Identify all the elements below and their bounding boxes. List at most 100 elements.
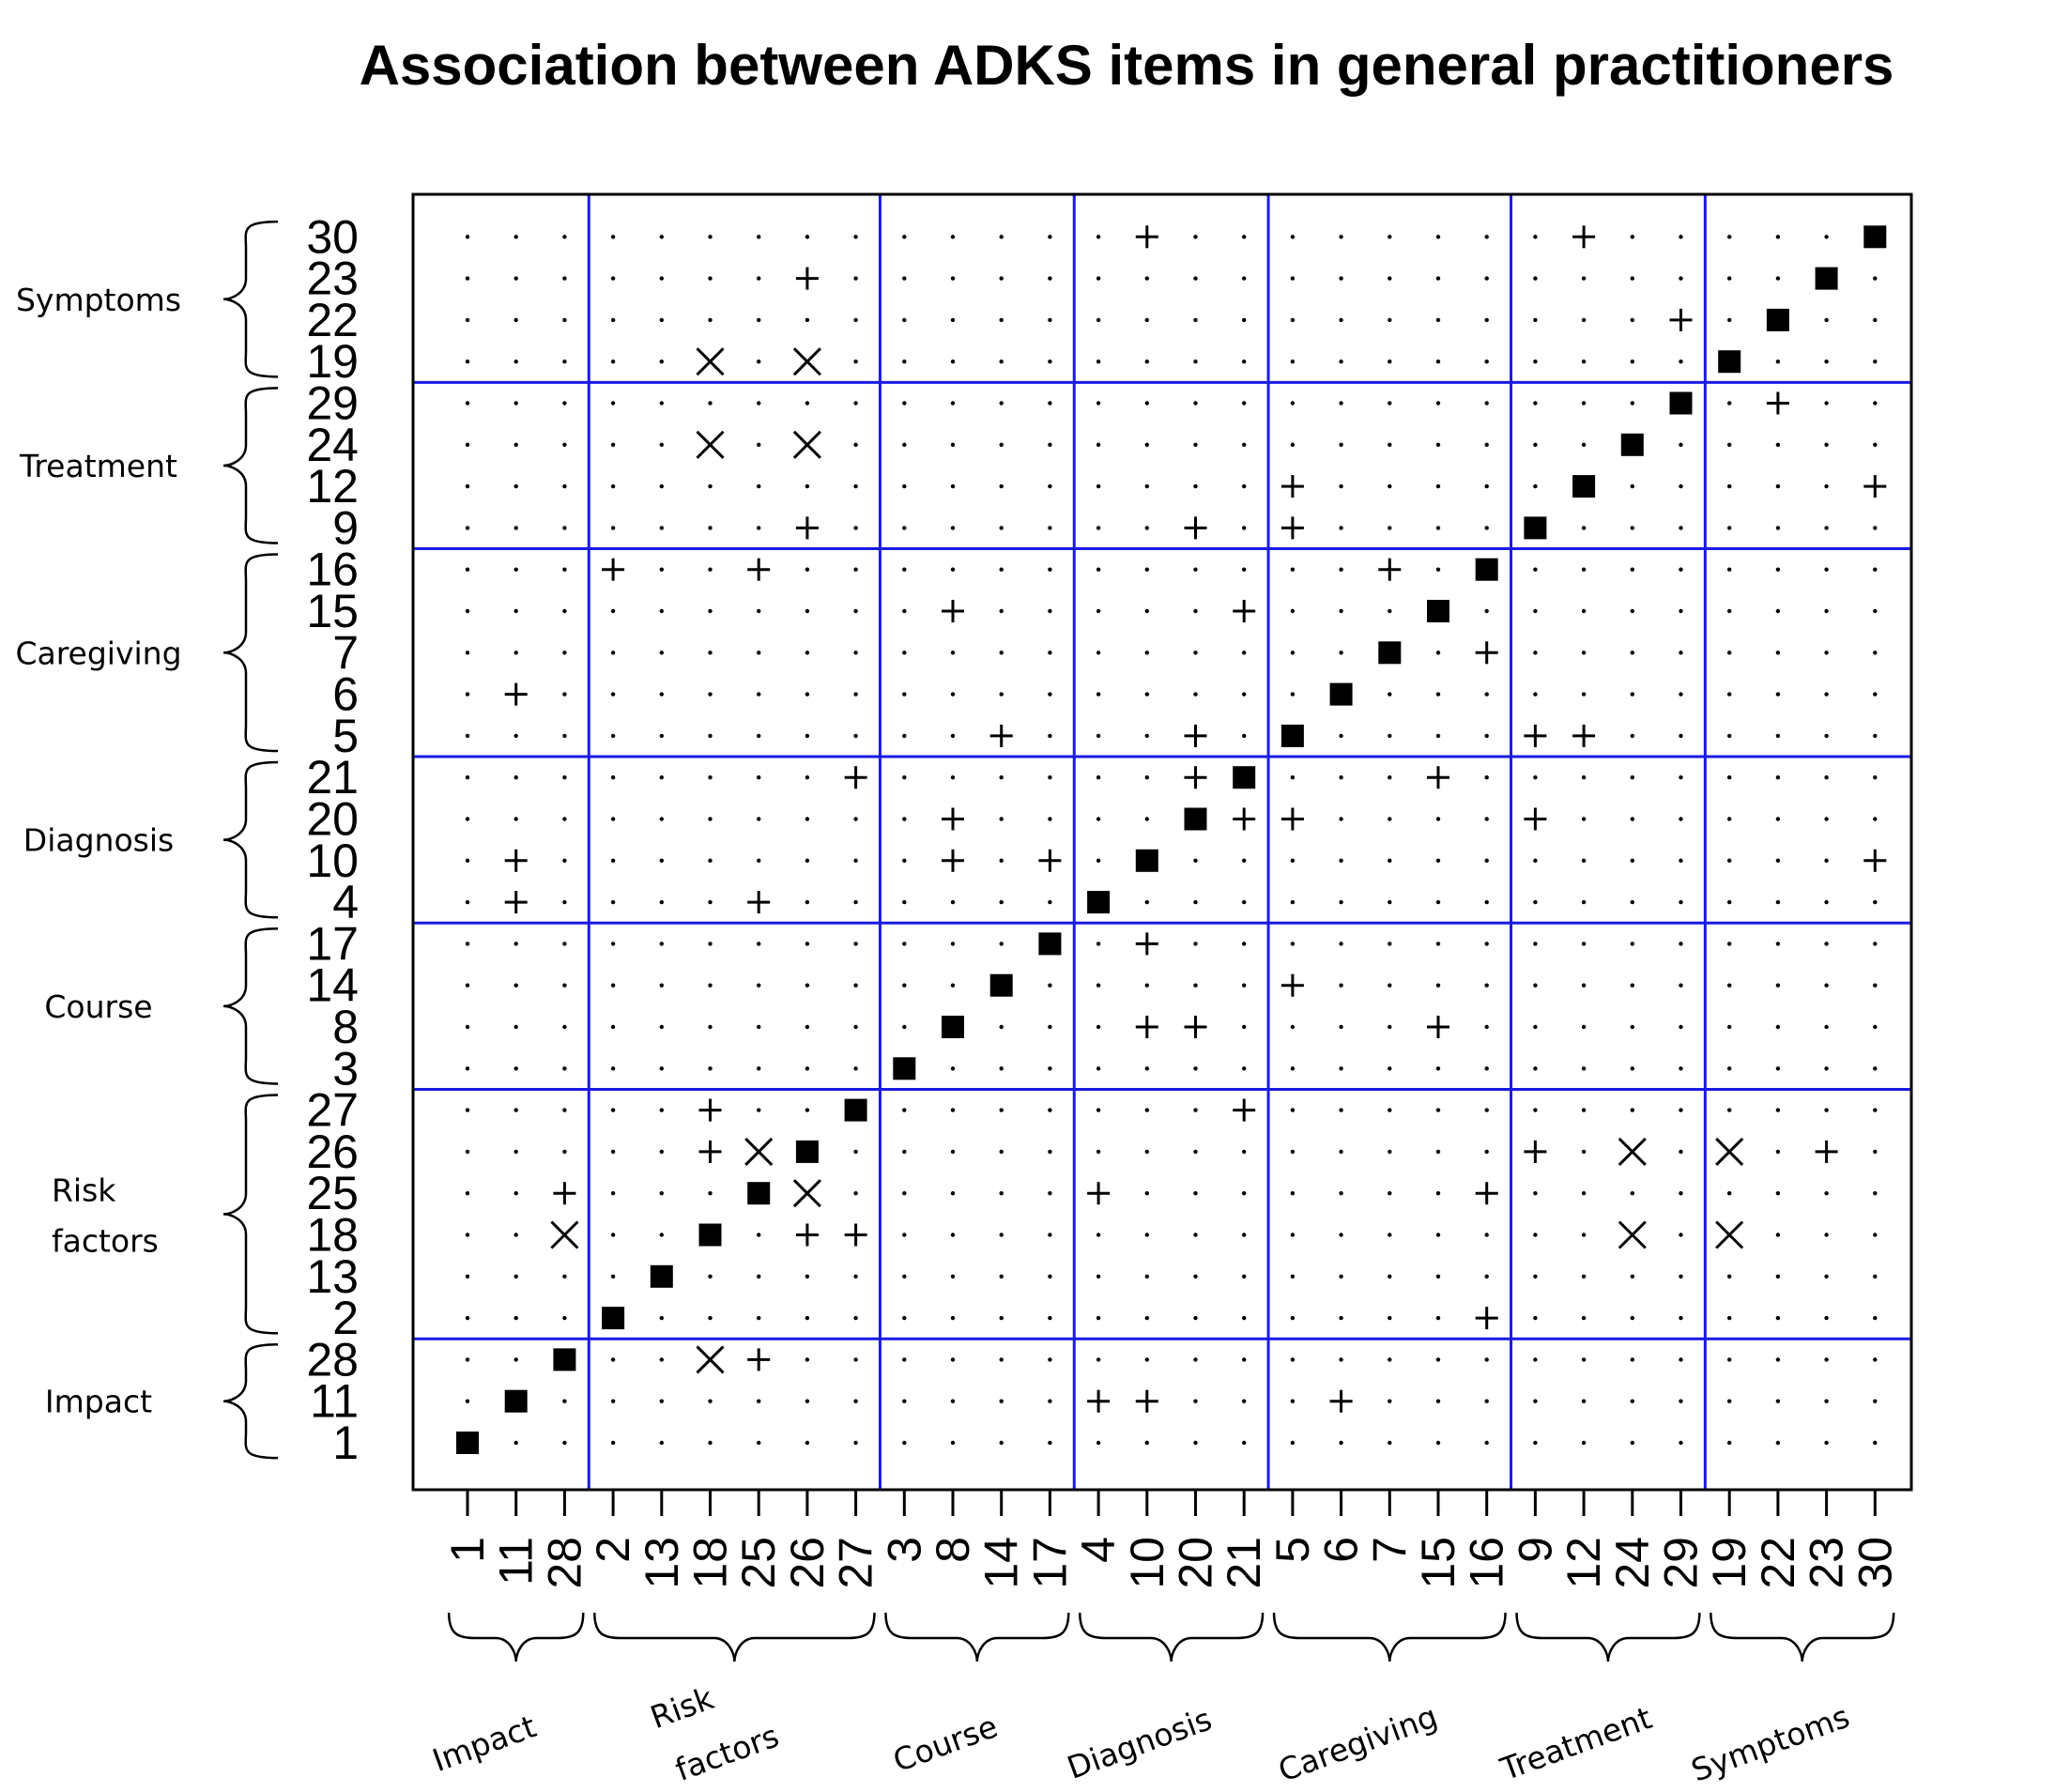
cell-dot [999,1274,1004,1279]
cell-dot [1484,1440,1489,1446]
cell-dot [999,817,1004,821]
x-tick-label: 3 [878,1537,930,1563]
cell-dot [757,651,761,655]
cell-dot [950,483,956,489]
cell-dot [465,983,470,988]
x-tick-label: 22 [1752,1537,1804,1589]
cell-dot [1533,483,1538,489]
cell-dot [1388,1191,1392,1196]
cell-dot [659,733,664,739]
cell-dot [1630,401,1635,406]
x-tick-label: 7 [1363,1537,1416,1563]
cell-dot [1435,526,1441,530]
cell-dot [1873,1315,1878,1321]
cell-dot [1484,401,1489,406]
y-tick-label: 3 [332,1042,359,1095]
cell-dot [805,899,810,905]
cell-dot [465,483,470,489]
cell-dot [1339,276,1343,281]
cell-dot [562,983,567,988]
y-group-label: Risk [52,1172,116,1208]
cell-dot [1096,235,1101,239]
cell-dot [1144,1274,1150,1279]
cell-dot [1824,317,1829,323]
cell-dot [1873,733,1878,739]
cell-dot [708,235,713,239]
cell-dot [1630,1108,1635,1112]
cell-dot [610,1399,616,1403]
cell-dot [1242,483,1247,489]
cell-dot [465,1191,470,1196]
cell-dot [1533,775,1538,780]
cell-dot [757,1274,761,1279]
cell-dot [1824,1440,1829,1446]
diagonal-square-26 [795,1140,819,1163]
diagonal-square-13 [650,1264,673,1288]
cell-dot [562,817,567,821]
diagonal-square-27 [844,1098,867,1122]
plot-frame [411,192,1913,1492]
cell-dot [1242,1024,1247,1030]
cell-dot [902,1274,907,1279]
cell-dot [1193,608,1198,614]
diagonal-square-16 [1475,558,1498,581]
cell-dot [708,858,713,863]
cell-dot [902,1108,907,1112]
cell-dot [1873,651,1878,655]
x-group-label: Impact [427,1708,541,1779]
cell-dot [610,733,616,739]
cell-dot [1096,651,1101,655]
cell-dot [805,733,810,739]
cell-dot [1242,1357,1247,1362]
cell-dot [514,483,518,489]
cell-dot [1048,1108,1052,1112]
cell-dot [1581,1108,1587,1112]
cell-dot [757,1108,761,1112]
cell-dot [950,1108,956,1112]
cell-dot [757,775,761,780]
cell-dot [1339,1024,1343,1030]
x-tick-label: 29 [1655,1537,1708,1589]
cell-dot [1484,1066,1489,1071]
cell-dot [514,1024,518,1030]
cell-dot [1290,1274,1296,1279]
cell-dot [1290,567,1296,572]
cell-dot [805,1274,810,1279]
y-group-label: Caregiving [15,635,181,671]
cell-dot [1290,317,1296,323]
cell-dot [1484,942,1489,946]
cell-dot [610,651,616,655]
cell-dot [659,858,664,863]
cell-dot [465,1357,470,1362]
cell-dot [853,1315,858,1321]
cell-dot [1096,317,1101,323]
cell-dot [1824,1191,1829,1196]
cell-dot [1533,983,1538,988]
cell-dot [1435,401,1441,406]
diagonal-square-1 [456,1432,479,1454]
cell-dot [902,442,907,447]
cell-dot [1193,858,1198,863]
cell-dot [1144,1233,1150,1237]
cell-dot [1679,1440,1683,1446]
cell-dot [1144,1315,1150,1321]
cell-dot [853,608,858,614]
group-separators [413,194,1911,1490]
cell-dot [1435,442,1441,447]
cell-dot [1533,1191,1538,1196]
diagonal-square-20 [1184,807,1207,831]
cell-dot [1144,692,1150,697]
cell-dot [1727,733,1732,739]
cell-dot [1096,1108,1101,1112]
cell-dot [950,442,956,447]
cell-dot [1630,775,1635,780]
cell-dot [1096,526,1101,530]
cell-dot [1435,1233,1441,1237]
x-tick-label: 28 [538,1537,590,1589]
cell-dot [1679,692,1683,697]
cell-dot [805,858,810,863]
cell-dot [902,1191,907,1196]
cell-dot [1484,983,1489,988]
cell-dot [659,1440,664,1446]
